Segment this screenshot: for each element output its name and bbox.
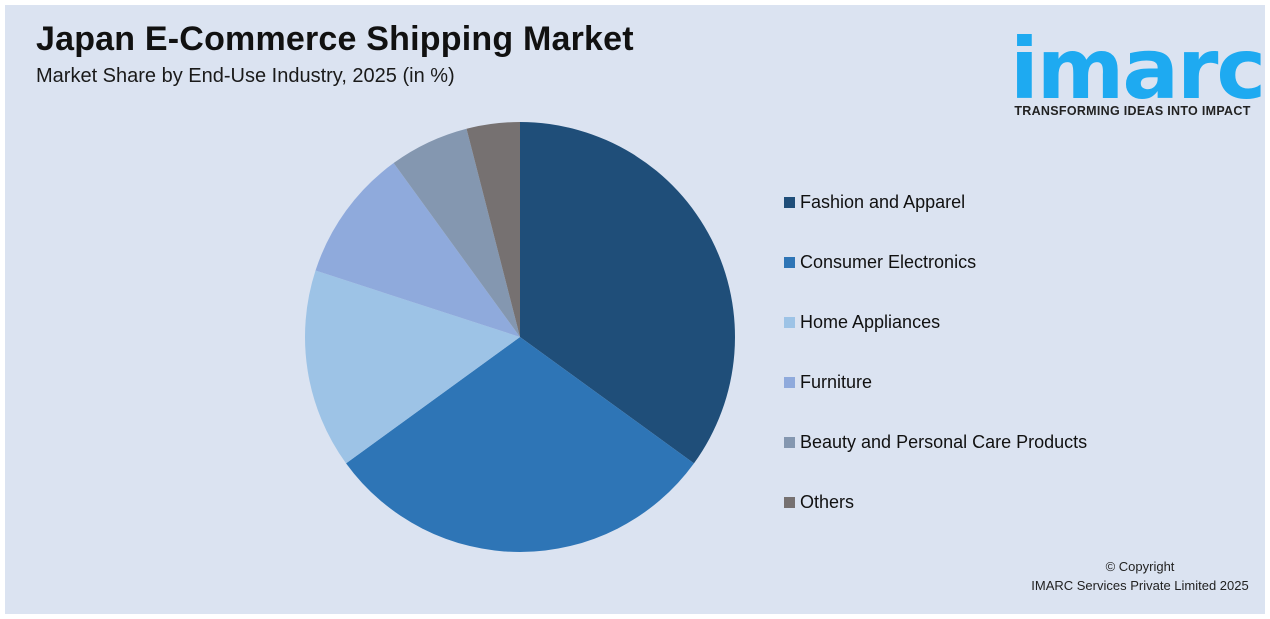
legend-swatch [784,196,795,208]
legend-label: Home Appliances [800,311,941,332]
legend-item: Home Appliances [784,292,1087,352]
pie-chart [305,122,735,552]
logo-wordmark: imarc [1010,20,1266,118]
legend-item: Furniture [784,352,1087,412]
pie-slice-fashion-and-apparel [520,122,735,464]
pie-slice-others [466,122,520,337]
copyright-line-2: IMARC Services Private Limited 2025 [1031,578,1249,593]
legend-item: Others [784,472,1087,532]
chart-title: Japan E-Commerce Shipping Market [36,20,634,58]
legend-swatch [784,256,795,268]
legend-label: Consumer Electronics [800,251,977,272]
chart-subtitle: Market Share by End-Use Industry, 2025 (… [36,65,455,87]
legend-label: Fashion and Apparel [800,191,966,212]
legend-swatch [784,316,795,328]
pie-slice-furniture [315,163,520,337]
pie-slice-home-appliances [305,270,520,464]
logo-tagline: TRANSFORMING IDEAS INTO IMPACT [1014,104,1251,118]
pie-slice-consumer-electronics [346,337,694,552]
legend-swatch [784,436,795,448]
legend-swatch [784,496,795,508]
legend-label: Furniture [800,371,873,392]
pie-slice-beauty-and-personal-care-products [393,128,520,337]
imarc-logo: imarc TRANSFORMING IDEAS INTO IMPACT [1010,14,1266,124]
legend-item: Fashion and Apparel [784,172,1087,232]
legend-label: Beauty and Personal Care Products [800,431,1088,452]
legend-swatch [784,376,795,388]
copyright-line-1: © Copyright [1105,559,1175,574]
legend-label: Others [800,491,855,512]
legend-item: Beauty and Personal Care Products [784,412,1087,472]
copyright: © Copyright IMARC Services Private Limit… [1020,557,1260,595]
legend-item: Consumer Electronics [784,232,1087,292]
legend: Fashion and Apparel Consumer Electronics H… [784,172,1087,532]
